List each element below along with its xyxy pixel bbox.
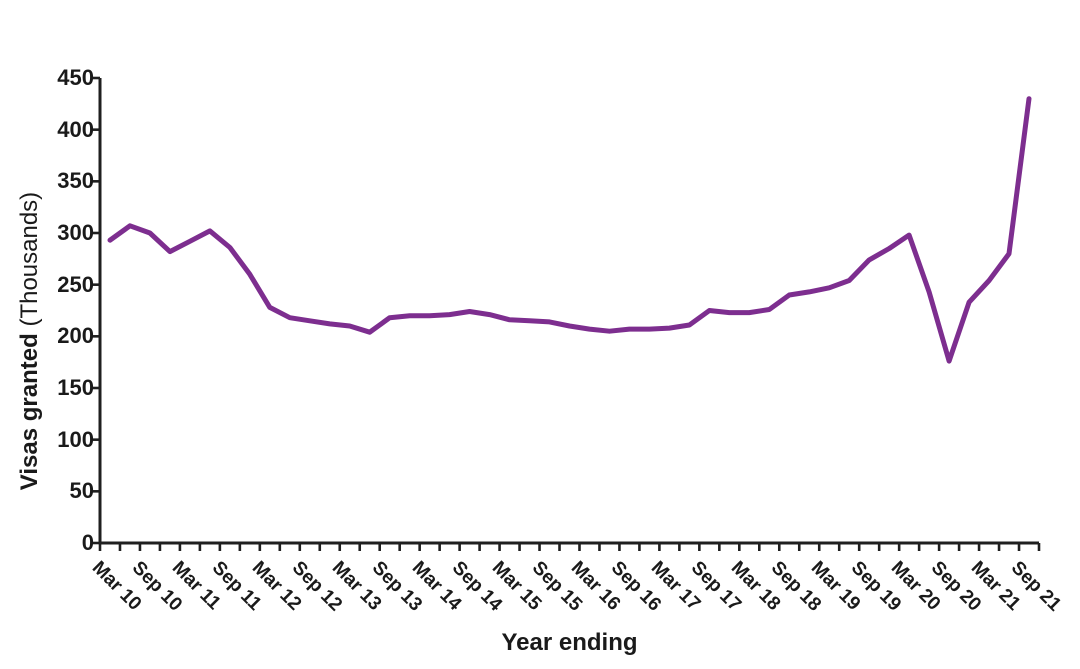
y-tick-label: 300 <box>57 220 94 245</box>
y-tick-label: 50 <box>69 478 94 504</box>
y-tick-label: 200 <box>57 323 94 349</box>
y-axis-title-units: (Thousands) <box>16 191 43 334</box>
y-tick-label: 450 <box>57 65 94 90</box>
y-tick-label: 350 <box>57 168 94 194</box>
x-axis-title: Year ending <box>501 629 638 656</box>
y-tick-label: 0 <box>81 530 94 555</box>
y-tick-label: 150 <box>57 375 94 400</box>
y-tick-label: 100 <box>57 426 94 452</box>
y-axis-title: Visas granted (Thousands) <box>16 191 44 491</box>
y-tick-label: 400 <box>57 116 94 142</box>
y-tick-label: 250 <box>57 271 94 297</box>
axes <box>98 78 1039 545</box>
visas-granted-series-line <box>107 96 1032 364</box>
y-axis-title-bold: Visas granted <box>16 333 43 491</box>
